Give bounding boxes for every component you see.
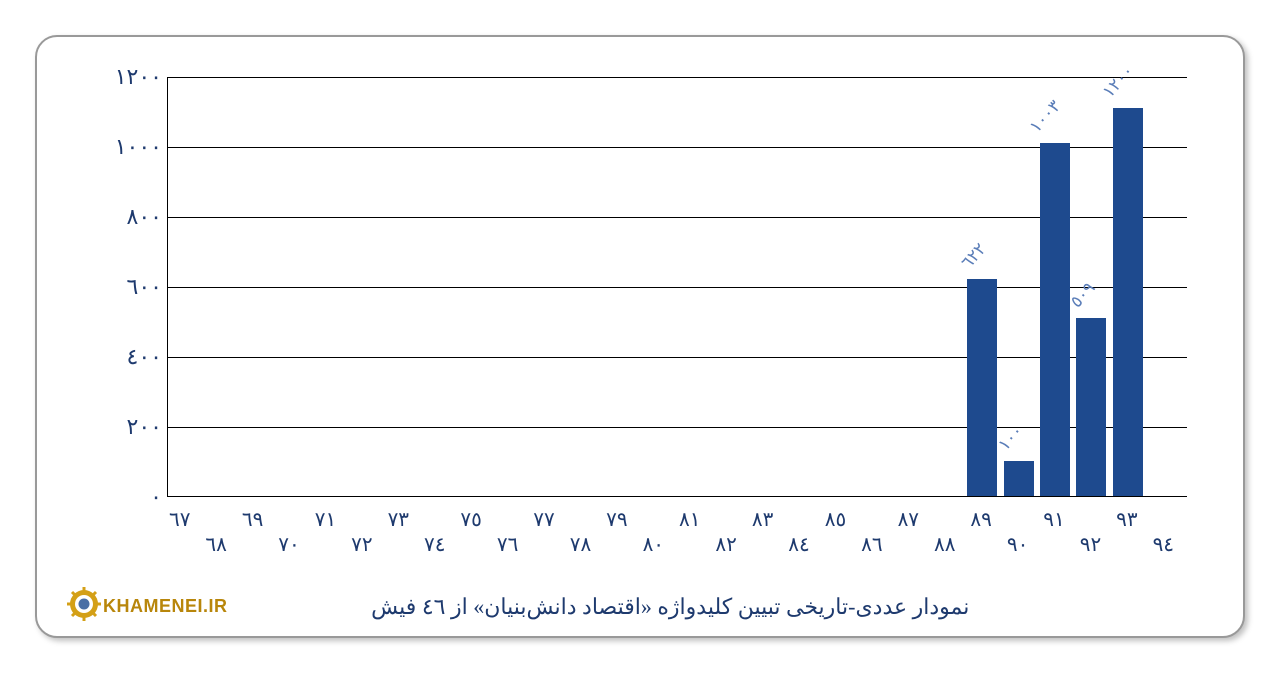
bar-value-label: ٥٠٩ <box>1067 278 1100 312</box>
gridline <box>168 427 1187 428</box>
x-tick-label: ٧٤ <box>417 532 453 557</box>
x-tick-label: ٧٧ <box>526 507 562 532</box>
logo-text: KHAMENEI.IR <box>103 596 228 617</box>
x-tick-label: ٨٩ <box>963 507 999 532</box>
bar-value-label: ١٢٠٠ <box>1099 61 1138 102</box>
chart-area: ٦٢٢١٠٠١٠٠٣٥٠٩١٢٠٠ ٠٢٠٠٤٠٠٦٠٠٨٠٠١٠٠٠١٢٠٠٦… <box>67 67 1217 547</box>
footer-row: KHAMENEI.IR نمودار عددی-تاریخی تبیین کلی… <box>67 587 1213 626</box>
x-tick-label: ٨٨ <box>927 532 963 557</box>
gridline <box>168 287 1187 288</box>
bar-value-label: ٦٢٢ <box>958 239 991 273</box>
gear-icon <box>67 587 101 626</box>
x-tick-label: ٨٤ <box>781 532 817 557</box>
x-tick-label: ٨١ <box>672 507 708 532</box>
chart-panel: ٦٢٢١٠٠١٠٠٣٥٠٩١٢٠٠ ٠٢٠٠٤٠٠٦٠٠٨٠٠١٠٠٠١٢٠٠٦… <box>35 35 1245 638</box>
bar <box>1040 143 1070 497</box>
x-tick-label: ٨٦ <box>854 532 890 557</box>
x-tick-label: ٧٨ <box>562 532 598 557</box>
logo: KHAMENEI.IR <box>67 587 228 626</box>
y-tick-label: ١٠٠٠ <box>67 134 162 160</box>
x-tick-label: ٨٣ <box>745 507 781 532</box>
gridline <box>168 77 1187 78</box>
gridline <box>168 357 1187 358</box>
x-tick-label: ٧٦ <box>490 532 526 557</box>
x-tick-label: ٩٤ <box>1145 532 1181 557</box>
x-tick-label: ٨٧ <box>890 507 926 532</box>
y-tick-label: ٦٠٠ <box>67 274 162 300</box>
x-tick-label: ٧٣ <box>380 507 416 532</box>
x-tick-label: ٩١ <box>1036 507 1072 532</box>
x-tick-label: ٨٥ <box>817 507 853 532</box>
x-tick-label: ٩٠ <box>1000 532 1036 557</box>
y-tick-label: ١٢٠٠ <box>67 64 162 90</box>
y-tick-label: ٤٠٠ <box>67 344 162 370</box>
bar <box>967 279 997 496</box>
x-tick-label: ٧٥ <box>453 507 489 532</box>
x-tick-label: ٨٠ <box>635 532 671 557</box>
y-tick-label: ٨٠٠ <box>67 204 162 230</box>
bar <box>1113 108 1143 497</box>
x-tick-label: ٩٣ <box>1109 507 1145 532</box>
x-tick-label: ٦٧ <box>162 507 198 532</box>
x-tick-label: ٨٢ <box>708 532 744 557</box>
chart-caption: نمودار عددی-تاریخی تبیین کلیدواژه «اقتصا… <box>228 594 1213 620</box>
bar <box>1004 461 1034 496</box>
bar <box>1076 318 1106 497</box>
x-tick-label: ٧٠ <box>271 532 307 557</box>
x-tick-label: ٧١ <box>307 507 343 532</box>
y-tick-label: ٠ <box>67 484 162 510</box>
x-tick-label: ٦٨ <box>198 532 234 557</box>
y-tick-label: ٢٠٠ <box>67 414 162 440</box>
plot-box: ٦٢٢١٠٠١٠٠٣٥٠٩١٢٠٠ <box>167 77 1187 497</box>
bar-value-label: ١٠٠٣ <box>1026 96 1065 137</box>
x-tick-label: ٦٩ <box>235 507 271 532</box>
x-tick-label: ٧٢ <box>344 532 380 557</box>
x-tick-label: ٧٩ <box>599 507 635 532</box>
gridline <box>168 147 1187 148</box>
gridline <box>168 217 1187 218</box>
x-tick-label: ٩٢ <box>1072 532 1108 557</box>
